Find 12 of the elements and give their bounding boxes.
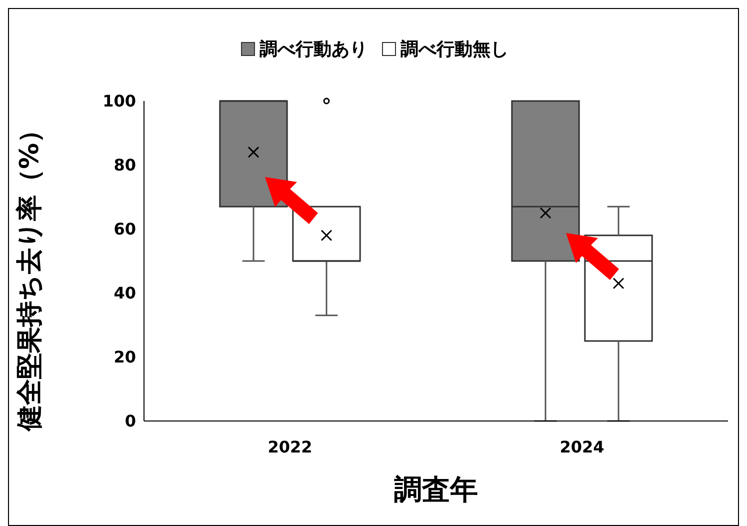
x-tick-label: 2024	[560, 437, 604, 456]
y-tick-label: 60	[114, 220, 136, 239]
y-tick-label: 80	[114, 156, 136, 175]
y-axis-title: 健全堅果持ち去り率（%）	[15, 116, 46, 432]
y-tick-label: 0	[124, 412, 136, 431]
x-axis-title: 調査年	[394, 473, 478, 506]
legend-label: 調べ行動無し	[400, 38, 508, 61]
y-tick-label: 100	[102, 92, 136, 111]
y-tick-label: 20	[114, 348, 136, 367]
legend-label: 調べ行動あり	[260, 38, 368, 61]
y-tick-label: 40	[114, 284, 136, 303]
x-tick-label: 2022	[268, 437, 312, 456]
